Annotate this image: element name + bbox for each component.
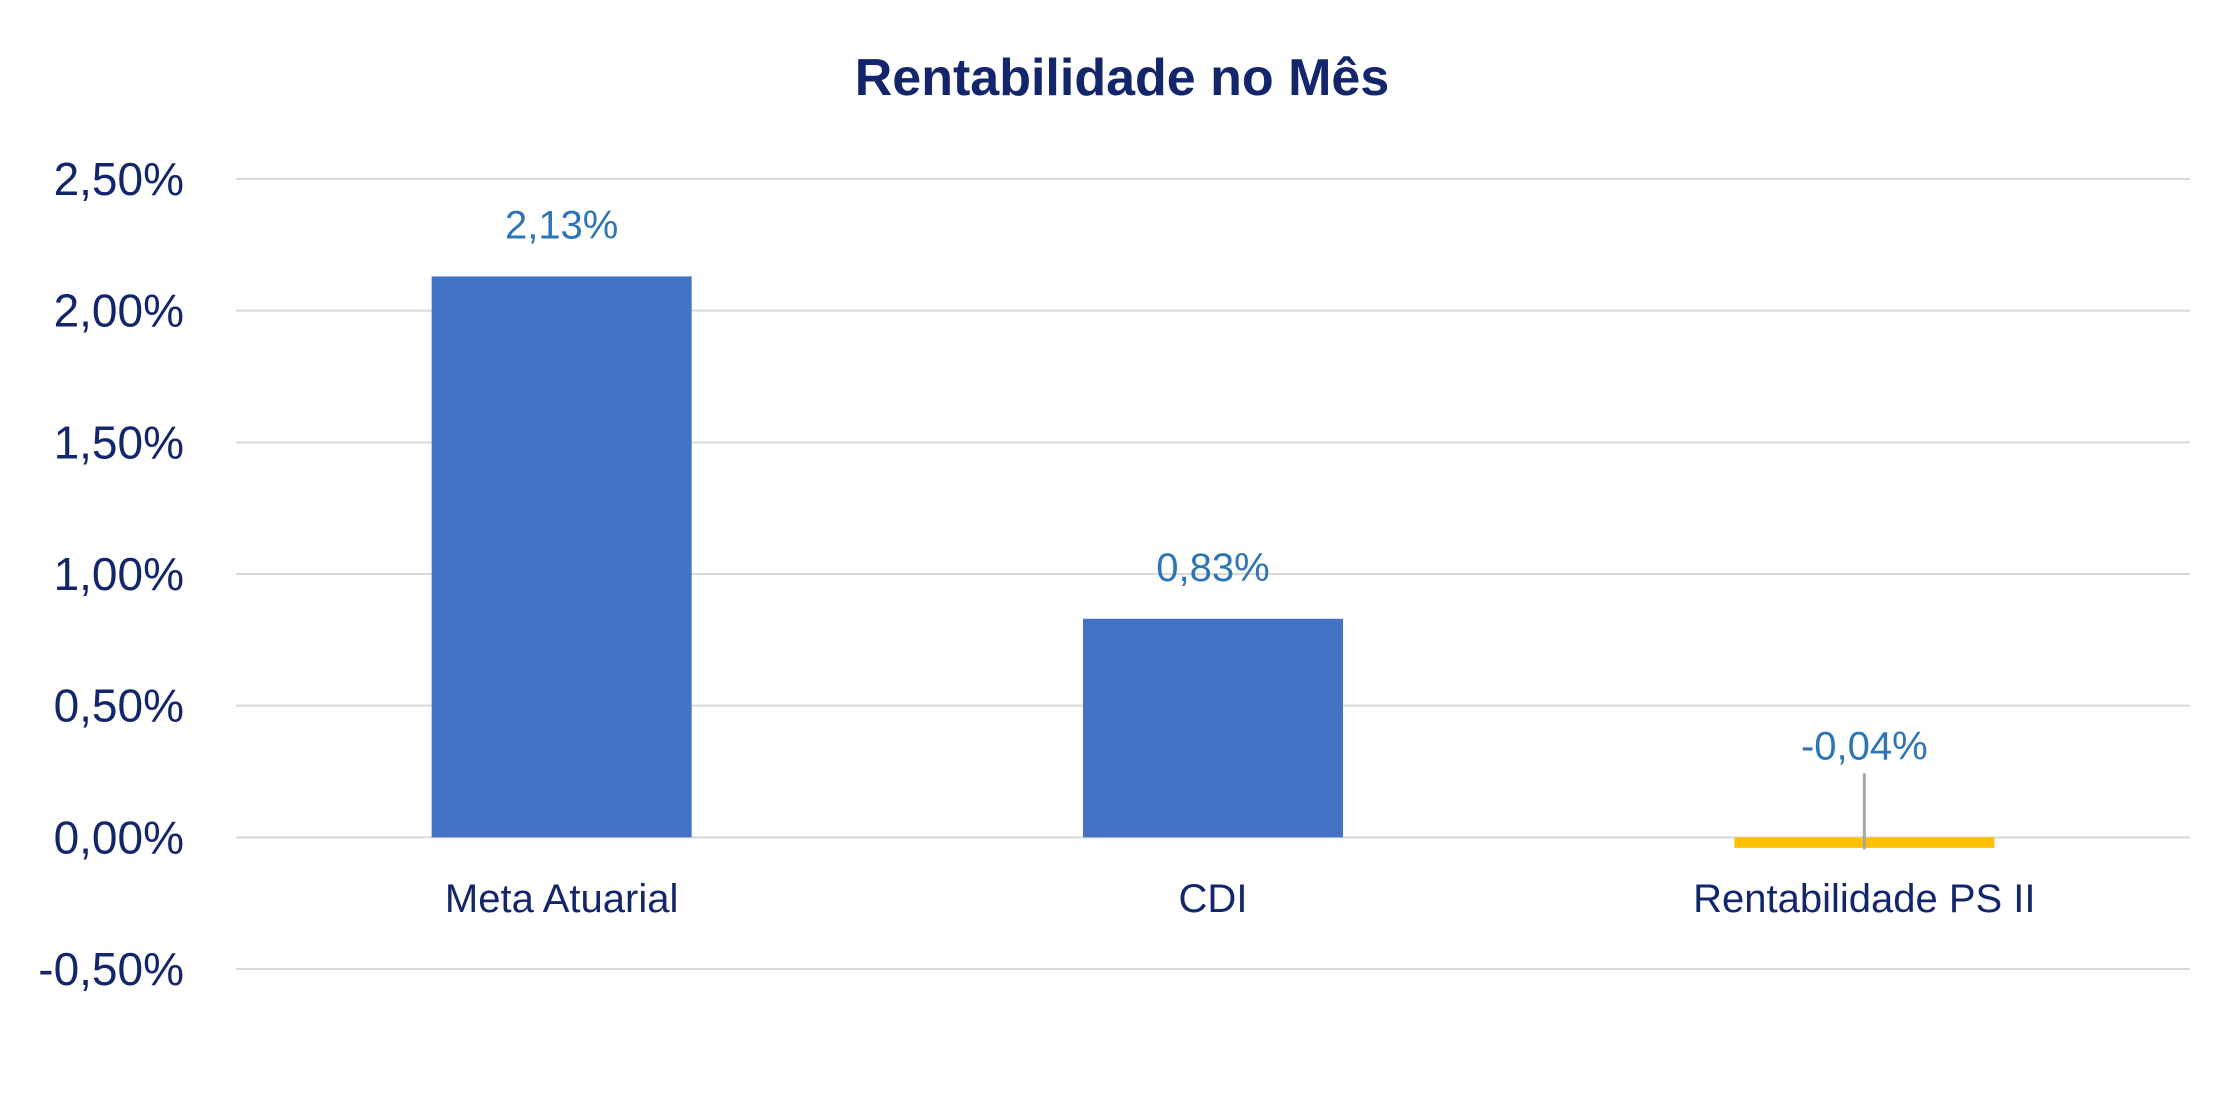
data-label: 2,13% <box>505 203 618 247</box>
y-tick-label: 1,00% <box>54 548 184 600</box>
x-tick-label: CDI <box>1179 877 1248 921</box>
x-axis: Meta Atuarial CDI Rentabilidade PS II <box>445 877 2036 921</box>
y-tick-label: 0,50% <box>54 680 184 732</box>
x-tick-label: Rentabilidade PS II <box>1693 877 2035 921</box>
y-tick-label: -0,50% <box>38 943 184 995</box>
y-tick-label: 2,50% <box>54 153 184 205</box>
data-label: 0,83% <box>1156 546 1269 590</box>
data-labels: 2,13% 0,83% -0,04% <box>505 203 1928 850</box>
data-label: -0,04% <box>1801 724 1928 768</box>
y-tick-label: 2,00% <box>54 285 184 337</box>
bar <box>431 276 692 838</box>
y-tick-label: 1,50% <box>54 416 184 468</box>
y-tick-label: 0,00% <box>54 811 184 863</box>
x-tick-label: Meta Atuarial <box>445 877 678 921</box>
bar <box>1083 618 1343 838</box>
y-axis: 2,50% 2,00% 1,50% 1,00% 0,50% 0,00% -0,50% <box>38 153 184 995</box>
bars <box>431 276 1995 848</box>
chart-title: Rentabilidade no Mês <box>855 49 1390 107</box>
